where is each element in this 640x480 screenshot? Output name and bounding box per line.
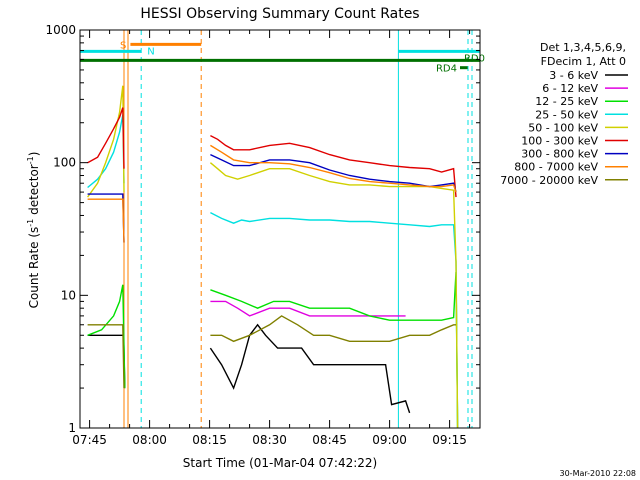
series-line-7000-20000-kev-seg0	[87, 324, 125, 389]
generation-timestamp: 30-Mar-2010 22:08	[560, 469, 637, 478]
x-axis-ticks: 07:45 08:00 08:15 08:30 08:45 09:00 09:15	[72, 30, 471, 447]
legend: Det 1,3,4,5,6,9, FDecim 1, Att 0 3 - 6 k…	[500, 41, 628, 187]
legend-label-4: 50 - 100 keV	[528, 121, 598, 134]
series-line-100-300-kev-seg0	[87, 107, 125, 169]
y-axis-ticks: 1 10 100 1000	[45, 23, 480, 435]
y-axis-label-sup1: -1	[26, 219, 35, 227]
x-tick-label-4: 08:45	[312, 433, 347, 447]
x-tick-label-5: 09:00	[372, 433, 407, 447]
legend-label-8: 7000 - 20000 keV	[500, 174, 598, 187]
y-axis-label-sup2: -1	[26, 156, 35, 164]
series-line-800-7000-kev-seg0	[87, 198, 125, 243]
x-tick-label-2: 08:15	[192, 433, 227, 447]
x-axis-label: Start Time (01-Mar-04 07:42:22)	[183, 456, 377, 470]
y-axis-label-part2: detector	[27, 164, 41, 219]
legend-header-line2: FDecim 1, Att 0	[541, 55, 626, 68]
legend-label-2: 12 - 25 keV	[535, 95, 598, 108]
legend-header-line1: Det 1,3,4,5,6,9,	[540, 41, 626, 54]
series-line-25-50-kev-seg1	[210, 211, 459, 428]
y-tick-label-2: 100	[53, 156, 76, 170]
legend-label-0: 3 - 6 keV	[549, 69, 598, 82]
event-label-n: N	[147, 46, 154, 57]
series-line-800-7000-kev-seg1	[210, 144, 457, 193]
y-axis-label-part1: Count Rate (s	[27, 227, 41, 309]
x-tick-label-1: 08:00	[132, 433, 167, 447]
series-line-50-100-kev-seg1	[209, 162, 459, 428]
y-tick-label-0: 1	[68, 421, 76, 435]
legend-label-3: 25 - 50 keV	[535, 108, 598, 121]
legend-label-7: 800 - 7000 keV	[514, 161, 598, 174]
legend-label-1: 6 - 12 keV	[542, 82, 598, 95]
series-line-7000-20000-kev-seg1	[210, 315, 456, 343]
x-tick-label-6: 09:15	[432, 433, 467, 447]
y-axis-label-part3: )	[27, 152, 41, 157]
series-line-50-100-kev-seg0	[87, 85, 125, 198]
series-line-100-300-kev-seg1	[210, 134, 457, 198]
series-line-12-25-kev-seg0	[87, 284, 126, 389]
series-line-12-25-kev-seg1	[210, 271, 459, 428]
event-label-rd0: RD0	[464, 53, 485, 64]
series-line-300-800-kev-seg0	[87, 193, 125, 243]
x-tick-label-3: 08:30	[252, 433, 287, 447]
legend-label-5: 100 - 300 keV	[521, 135, 598, 148]
series-line-6-12-kev-seg0	[210, 300, 406, 317]
event-label-rd4: RD4	[436, 64, 457, 75]
y-tick-label-3: 1000	[45, 23, 76, 37]
chart-title: HESSI Observing Summary Count Rates	[140, 6, 419, 22]
plot-area: S N RD0 RD4	[79, 29, 485, 429]
y-axis-label: Count Rate (s-1 detector-1)	[26, 152, 41, 309]
plot-frame	[79, 29, 481, 429]
legend-label-6: 300 - 800 keV	[521, 148, 598, 161]
series-line-25-50-kev-seg0	[87, 114, 125, 189]
x-tick-label-0: 07:45	[72, 433, 107, 447]
series-line-3-6-kev-seg0	[87, 334, 126, 389]
series-line-3-6-kev-seg1	[209, 323, 411, 414]
y-tick-label-1: 10	[61, 288, 76, 302]
series-line-300-800-kev-seg1	[210, 153, 457, 193]
event-label-s: S	[120, 40, 126, 51]
